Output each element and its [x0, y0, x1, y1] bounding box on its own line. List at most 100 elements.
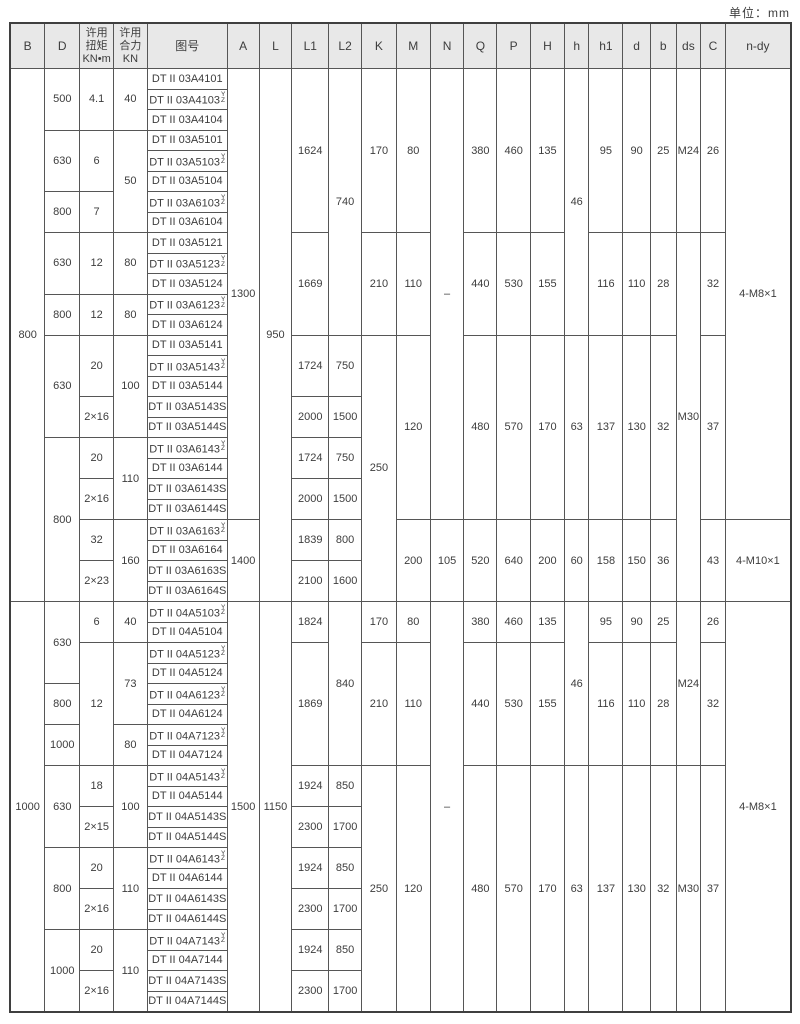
value-cell: 1150 — [258, 601, 293, 1013]
column-header-L1: L1 — [291, 22, 330, 69]
value-cell: 380 — [463, 68, 498, 233]
value-cell: 630 — [44, 765, 81, 848]
value-cell: 950 — [258, 68, 293, 602]
table-row: DT II 04A5144 — [10, 785, 791, 807]
column-header-n-dy: n-dy — [724, 22, 792, 69]
value-cell: 200 — [530, 519, 565, 602]
value-cell: 158 — [588, 519, 624, 602]
drawing-number-cell: DT II 03A5103 Y Z — [146, 150, 228, 172]
table-row: 2×16 DT II 03A5143S 2000 1500 — [10, 396, 791, 438]
drawing-number-cell: DT II 04A7144 — [146, 949, 228, 971]
drawing-number-cell: DT II 03A4103 Y Z — [146, 88, 228, 110]
drawing-number-cell: DT II 04A5103 Y Z — [146, 601, 228, 623]
value-cell: 800 — [44, 847, 81, 930]
value-cell: 60 — [563, 519, 590, 602]
value-cell: 63 — [563, 334, 590, 520]
value-cell: 2×15 — [79, 806, 114, 848]
drawing-number-cell: DT II 03A6144S — [146, 498, 228, 520]
drawing-number-cell: DT II 03A4101 — [146, 68, 228, 90]
table-row: 1000 80 DT II 04A7123 Y Z — [10, 724, 791, 766]
drawing-number-cell: DT II 03A5101 — [146, 129, 228, 151]
column-header-A: A — [226, 22, 260, 69]
value-cell: 116 — [588, 232, 624, 336]
table-row: 800 7 DT II 03A6103 Y Z — [10, 191, 791, 233]
value-cell: 6 — [79, 601, 114, 643]
table-row: 2×16 DT II 04A7143S 2300 1700 — [10, 970, 791, 1013]
table-row: 800 500 4.1 40 DT II 03A4101 1300 950 1624 740 17… — [9, 68, 792, 602]
column-header-drawing-no: 图号 — [146, 22, 228, 69]
value-cell: 2×23 — [79, 560, 114, 602]
table-row: DT II 03A5123 Y Z — [10, 252, 791, 274]
value-cell: 95 — [588, 68, 624, 233]
value-cell: 1000 — [9, 601, 46, 1013]
value-cell: 1924 — [291, 847, 330, 889]
value-cell: 850 — [328, 929, 362, 971]
value-cell: 4.1 — [79, 68, 114, 131]
drawing-number-cell: DT II 03A6143 Y Z — [146, 437, 228, 459]
value-cell: 80 — [395, 68, 431, 233]
value-cell: 2000 — [291, 478, 330, 520]
value-cell: 1500 — [328, 396, 362, 438]
value-cell: 530 — [496, 642, 532, 766]
column-header-ds: ds — [675, 22, 702, 69]
value-cell: 12 — [79, 642, 114, 766]
value-cell: 1000 — [44, 929, 81, 1013]
drawing-number-cell: DT II 04A5124 — [146, 662, 228, 684]
drawing-number-cell: DT II 04A7143 Y Z — [146, 929, 228, 951]
column-header-d: d — [622, 22, 651, 69]
value-cell: 1724 — [291, 334, 330, 397]
drawing-number-cell: DT II 03A5144S — [146, 416, 228, 438]
value-cell: 440 — [463, 642, 498, 766]
value-cell: 150 — [622, 519, 651, 602]
column-header-h: h — [563, 22, 590, 69]
column-header-H: H — [530, 22, 565, 69]
value-cell: 90 — [622, 68, 651, 233]
drawing-number-cell: DT II 03A5104 — [146, 170, 228, 192]
table-row: 2×15 DT II 04A5143S 2300 1700 — [10, 806, 791, 848]
value-cell: 170 — [361, 68, 397, 233]
value-cell: 500 — [44, 68, 81, 131]
value-cell: 110 — [113, 437, 148, 520]
value-cell: 800 — [328, 519, 362, 561]
column-header-M: M — [395, 22, 431, 69]
value-cell: 116 — [588, 642, 624, 766]
drawing-number-cell: DT II 04A5144S — [146, 826, 228, 848]
value-cell: 2300 — [291, 888, 330, 930]
drawing-number-cell: DT II 03A4104 — [146, 109, 228, 131]
table-row: DT II 04A6144 — [10, 867, 791, 889]
column-header-N: N — [429, 22, 465, 69]
value-cell: 46 — [563, 68, 590, 336]
value-cell: – — [429, 601, 465, 1013]
value-cell: 640 — [496, 519, 532, 602]
drawing-number-cell: DT II 04A6143S — [146, 888, 228, 910]
drawing-number-cell: DT II 03A6104 — [146, 211, 228, 233]
value-cell: 840 — [328, 601, 362, 766]
value-cell: 6 — [79, 129, 114, 192]
value-cell: 170 — [530, 334, 565, 520]
value-cell: 210 — [361, 232, 397, 336]
table-row: DT II 03A5104 — [10, 170, 791, 192]
table-row: DT II 03A6144 — [10, 457, 791, 479]
value-cell: 20 — [79, 847, 114, 889]
value-cell: 135 — [530, 601, 565, 643]
value-cell: 100 — [113, 765, 148, 848]
value-cell: 1824 — [291, 601, 330, 643]
table-row: 630 6 50 DT II 03A5101 — [10, 129, 791, 233]
value-cell: 170 — [361, 601, 397, 643]
column-header-P: P — [496, 22, 532, 69]
value-cell: 460 — [496, 68, 532, 233]
value-cell: – — [429, 68, 465, 520]
value-cell: 110 — [395, 642, 431, 766]
value-cell: 137 — [588, 765, 624, 1013]
drawing-number-cell: DT II 03A5123 Y Z — [146, 252, 228, 274]
table-row: 12 73 DT II 04A5123 Y Z 1869 210 110 440 530 155 11… — [10, 642, 791, 766]
value-cell: 32 — [649, 765, 677, 1013]
value-cell: 20 — [79, 929, 114, 971]
table-row: 630 18 100 DT II 04A5143 Y Z 1924 850 250 120 480 5… — [10, 765, 791, 1013]
